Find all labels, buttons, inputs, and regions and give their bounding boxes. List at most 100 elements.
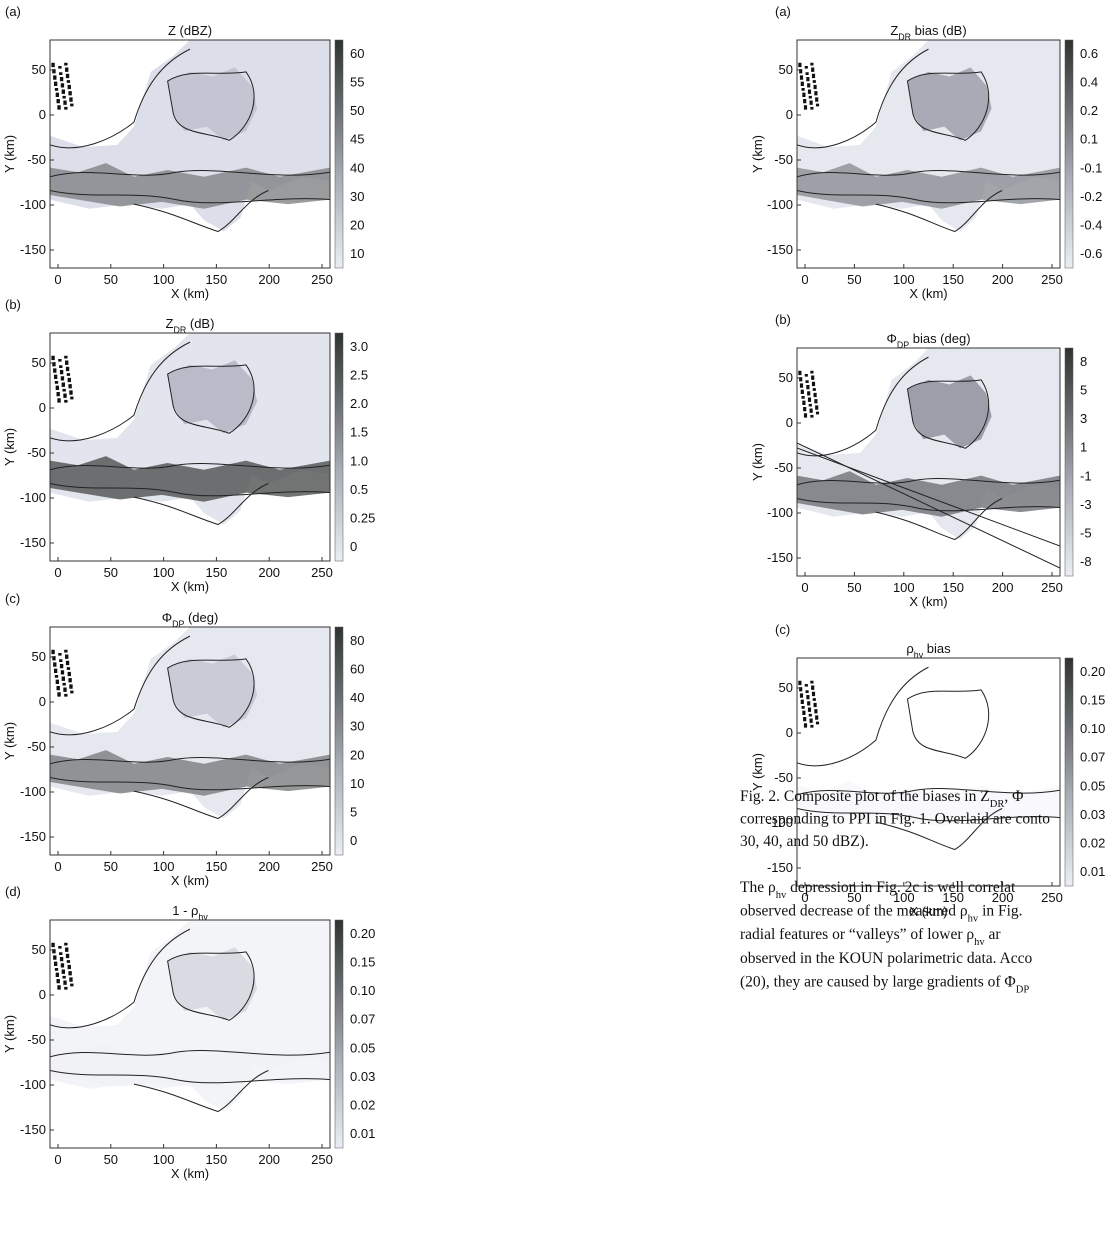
colorbar-label: 0.6 xyxy=(1080,46,1098,61)
contour xyxy=(50,777,330,789)
x-tick-label: 100 xyxy=(153,272,175,287)
x-axis-label: X (km) xyxy=(171,1166,209,1181)
x-tick-label: 200 xyxy=(992,890,1014,905)
x-axis-label: X (km) xyxy=(909,904,947,919)
x-tick-label: 250 xyxy=(311,565,333,580)
colorbar-label: 30 xyxy=(350,189,364,204)
y-axis-label: Y (km) xyxy=(750,443,765,481)
colorbar-label: 20 xyxy=(350,747,364,762)
panel-title: ρhv bias xyxy=(906,641,951,660)
text-run: bias xyxy=(923,641,951,656)
contour xyxy=(797,170,1060,176)
colorbar-label: 0.15 xyxy=(1080,693,1105,708)
y-tick-label: 50 xyxy=(32,649,46,664)
x-tick-label: 150 xyxy=(942,890,964,905)
paragraph-line: observed in the KOUN polarimetric data. … xyxy=(740,950,1033,967)
map xyxy=(797,40,1060,268)
x-tick-label: 50 xyxy=(847,580,861,595)
panel-label: (b) xyxy=(775,312,791,327)
colorbar-label: 0.15 xyxy=(350,955,375,970)
text-run: Fig. 2. Composite plot of the biases in … xyxy=(740,788,990,805)
contour xyxy=(134,190,268,231)
text-run: Φ xyxy=(162,610,172,625)
x-tick-label: 50 xyxy=(104,859,118,874)
contour xyxy=(168,365,254,433)
x-tick-label: 0 xyxy=(54,272,61,287)
colorbar-label: 55 xyxy=(350,75,364,90)
x-tick-label: 0 xyxy=(801,890,808,905)
contour xyxy=(50,929,190,1028)
y-tick-label: -150 xyxy=(767,860,793,875)
y-axis-label: Y (km) xyxy=(2,135,17,173)
x-tick-label: 50 xyxy=(847,890,861,905)
y-axis-label: Y (km) xyxy=(750,135,765,173)
storm-core xyxy=(167,654,258,728)
plot-frame xyxy=(796,347,1061,577)
y-tick-label: -50 xyxy=(774,460,793,475)
contour xyxy=(50,170,330,176)
y-tick-label: -100 xyxy=(20,197,46,212)
x-tick-label: 0 xyxy=(54,565,61,580)
x-tick-label: 100 xyxy=(893,272,915,287)
storm-core xyxy=(907,685,992,759)
figure-panel: (b) ZDR (dB) 50 0 -50 -100 -150 Y (km) 0 50 100 150… xyxy=(2,297,375,594)
text-run: bias (deg) xyxy=(909,331,970,346)
colorbar-label: 40 xyxy=(350,160,364,175)
y-tick-label: -100 xyxy=(767,197,793,212)
text-run: 30, 40, and 50 dBZ). xyxy=(740,833,869,850)
subscript: hv xyxy=(968,913,979,924)
storm-core xyxy=(907,67,992,141)
paragraph-line: The ρhv depression in Fig. 2c is well co… xyxy=(740,879,1016,901)
panel-label: (b) xyxy=(5,297,21,312)
colorbar xyxy=(1064,657,1074,887)
colorbar xyxy=(1064,347,1074,577)
y-tick-label: -50 xyxy=(27,739,46,754)
y-tick-label: -100 xyxy=(20,1077,46,1092)
contour xyxy=(797,498,1060,510)
y-tick-label: -100 xyxy=(767,505,793,520)
contour xyxy=(907,690,988,758)
colorbar-label: 0.05 xyxy=(350,1040,375,1055)
x-tick-label: 250 xyxy=(311,272,333,287)
colorbar-label: 20 xyxy=(350,217,364,232)
x-tick-label: 50 xyxy=(104,272,118,287)
y-tick-label: 50 xyxy=(32,942,46,957)
colorbar-label: 0.07 xyxy=(350,1012,375,1027)
y-tick-label: 0 xyxy=(39,400,46,415)
colorbar-label: 10 xyxy=(350,246,364,261)
map-field xyxy=(50,40,330,232)
y-tick-label: 0 xyxy=(786,107,793,122)
subscript: hv xyxy=(974,937,985,948)
y-tick-label: -150 xyxy=(767,242,793,257)
y-tick-label: -150 xyxy=(20,242,46,257)
y-tick-label: 50 xyxy=(779,370,793,385)
contour xyxy=(50,342,190,441)
subscript: DR xyxy=(990,799,1006,810)
y-tick-label: 0 xyxy=(39,694,46,709)
radial-line xyxy=(797,447,1060,547)
colorbar xyxy=(334,39,344,269)
contour xyxy=(50,1070,330,1082)
colorbar-label: 0.02 xyxy=(1080,835,1105,850)
contour xyxy=(876,498,1002,539)
text-run: observed decrease of the measured ρ xyxy=(740,903,968,920)
plot-frame xyxy=(49,626,331,856)
y-axis-label: Y (km) xyxy=(2,1015,17,1053)
contour xyxy=(50,190,330,202)
x-tick-label: 250 xyxy=(1041,580,1063,595)
plot-frame xyxy=(796,39,1061,269)
storm-core xyxy=(907,375,992,449)
paragraph-line: (20), they are caused by large gradients… xyxy=(740,973,1029,995)
contour xyxy=(168,659,254,727)
y-tick-label: -50 xyxy=(27,445,46,460)
x-tick-label: 150 xyxy=(206,272,228,287)
colorbar-label: -5 xyxy=(1080,525,1092,540)
y-tick-label: 0 xyxy=(39,987,46,1002)
text-run: corresponding to PPI in Fig. 1. Overlaid… xyxy=(740,811,1050,828)
y-tick-label: 0 xyxy=(786,725,793,740)
x-tick-label: 100 xyxy=(153,565,175,580)
y-tick-label: 50 xyxy=(32,62,46,77)
colorbar-label: 0.10 xyxy=(1080,721,1105,736)
